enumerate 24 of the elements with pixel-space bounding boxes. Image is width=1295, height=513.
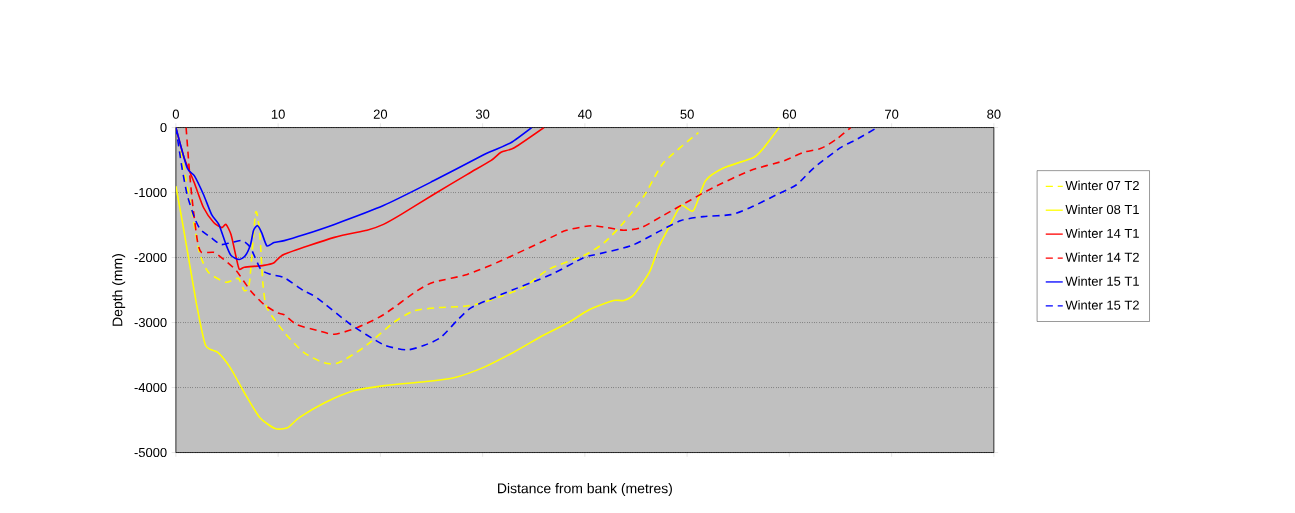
y-axis-title: Depth (mm): [112, 254, 126, 326]
y-tick-label: 0: [160, 122, 167, 133]
y-tick-label: -3000: [134, 317, 167, 328]
y-tick-label: -1000: [134, 187, 167, 198]
x-tick-label: 10: [271, 109, 285, 119]
x-tick-label: 60: [782, 109, 797, 119]
x-tick-label: 50: [680, 109, 694, 119]
x-tick-label: 30: [475, 109, 490, 119]
legend-label: Winter 14 T1: [1065, 228, 1139, 238]
x-tick-label: 20: [373, 109, 388, 119]
x-tick-label: 80: [987, 109, 1001, 119]
legend-label: Winter 07 T2: [1065, 180, 1139, 191]
legend-label: Winter 15 T1: [1065, 276, 1139, 286]
y-tick-label: -5000: [134, 447, 167, 458]
x-tick-label: 0: [172, 109, 179, 119]
legend-label: Winter 15 T2: [1065, 300, 1139, 310]
x-tick-label: 40: [577, 109, 592, 119]
y-tick-label: -2000: [134, 252, 167, 263]
x-axis-title: Distance from bank (metres): [498, 483, 672, 497]
y-tick-label: -4000: [134, 382, 167, 393]
line-series: [175, 127, 780, 430]
legend-label: Winter 14 T2: [1065, 252, 1139, 262]
legend-label: Winter 08 T1: [1065, 204, 1139, 215]
x-tick-label: 70: [885, 109, 899, 119]
